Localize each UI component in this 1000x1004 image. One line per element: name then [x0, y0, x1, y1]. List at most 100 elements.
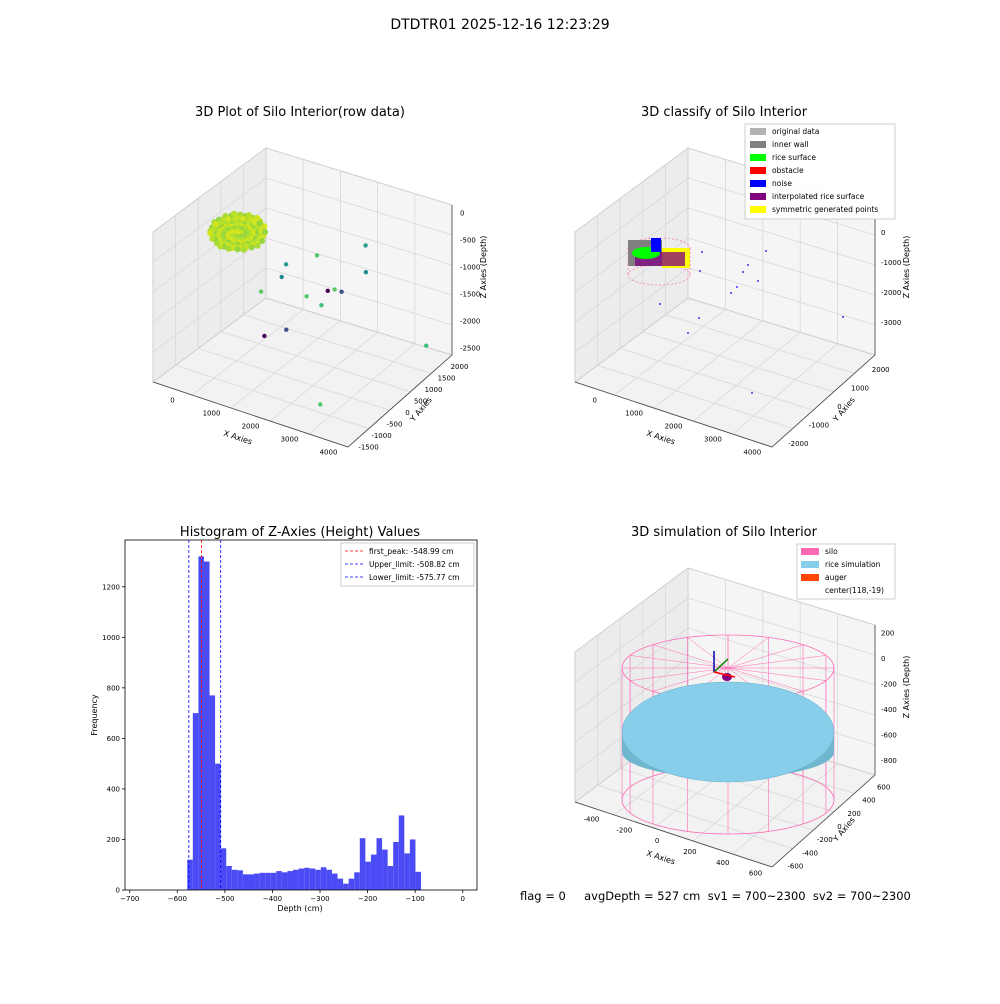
data-point — [225, 216, 232, 223]
data-point — [234, 214, 240, 221]
legend-entry: first_peak: -548.99 cm — [369, 547, 453, 556]
noise-point — [842, 316, 844, 318]
noise-point — [765, 250, 767, 252]
tick-label: 200 — [848, 810, 861, 818]
plot-frame — [124, 539, 478, 891]
noise-point — [701, 251, 703, 253]
tick-label: 0 — [170, 397, 174, 405]
tick-label: -1500 — [358, 443, 378, 451]
tick-label: 2000 — [451, 363, 469, 371]
tick-label: 1500 — [438, 374, 456, 382]
grid-line — [191, 309, 304, 396]
tick-label: 200 — [683, 848, 696, 856]
legend-entry: silo — [825, 547, 838, 556]
noise-points — [651, 238, 661, 252]
silo-wire — [652, 644, 729, 669]
legend-swatch — [750, 206, 766, 213]
data-point — [218, 219, 224, 226]
histogram-bar — [359, 838, 366, 890]
legend-swatch — [750, 180, 766, 187]
legend-swatch — [750, 193, 766, 200]
tick-label: 200 — [107, 836, 120, 844]
legend-entry: auger — [825, 573, 848, 582]
legend-swatch — [750, 167, 766, 174]
legend-entry: center(118,-19) — [825, 586, 884, 595]
histogram-bar — [254, 873, 260, 890]
legend-entry: Lower_limit: -575.77 cm — [369, 573, 459, 582]
legend-entry: obstacle — [772, 166, 804, 175]
tick-label: 800 — [107, 684, 120, 692]
data-point — [207, 230, 214, 237]
data-point — [225, 245, 232, 252]
data-point — [262, 229, 269, 235]
chart-title: 3D Plot of Silo Interior(row data) — [195, 105, 405, 120]
tick-label: 200 — [881, 630, 894, 638]
x-axis-line — [152, 381, 349, 448]
tick-label: -3000 — [881, 319, 901, 327]
histogram-bar — [209, 695, 216, 890]
rice-simulation-surface — [621, 681, 835, 783]
tick-label: -2000 — [881, 289, 901, 297]
tick-label: -400 — [802, 849, 818, 857]
data-point — [259, 238, 266, 244]
histogram-bar — [354, 872, 360, 890]
histogram-bar — [343, 883, 349, 890]
histogram-bar — [309, 868, 316, 890]
data-point — [332, 287, 337, 292]
tick-label: 2000 — [872, 366, 890, 374]
grid-line — [574, 627, 689, 713]
grid-line — [152, 177, 267, 263]
y-arrow — [713, 658, 729, 673]
data-point — [304, 294, 309, 299]
data-point — [246, 212, 253, 219]
tick-label: 1000 — [625, 410, 643, 418]
legend-swatch — [750, 128, 766, 135]
histogram-bar — [192, 713, 199, 890]
tick-label: 0 — [460, 210, 464, 218]
silo-wire — [727, 667, 804, 692]
x-axis-label: Depth (cm) — [277, 904, 322, 913]
tick-label: 0 — [881, 229, 885, 237]
chart-title: 3D classify of Silo Interior — [641, 105, 808, 120]
histogram-bar — [226, 865, 232, 890]
x-axis-line — [574, 381, 773, 448]
tick-label: -1000 — [809, 421, 829, 429]
tick-label: -600 — [881, 732, 897, 740]
tick-label: 4000 — [320, 449, 338, 457]
tick-label: 1200 — [102, 583, 120, 591]
chart-raw-3d: 3D Plot of Silo Interior(row data) 0 1000 2… — [151, 105, 488, 457]
histogram-bar — [315, 869, 321, 890]
data-point — [318, 402, 323, 407]
legend-swatch — [801, 548, 819, 555]
histogram-bar — [293, 869, 299, 890]
histogram-bar — [287, 871, 294, 890]
legend-box — [340, 542, 475, 587]
tick-label: 1000 — [425, 386, 443, 394]
tick-label: 0 — [116, 887, 120, 895]
legend-entry: Upper_limit: -508.82 cm — [369, 560, 460, 569]
data-point — [339, 289, 344, 294]
tick-label: 600 — [107, 735, 120, 743]
tick-label: 0 — [837, 823, 841, 831]
z-axis-label: Z Axies (Depth) — [902, 656, 911, 719]
grid-line — [732, 763, 838, 855]
histogram-bar — [376, 838, 383, 890]
data-point — [262, 333, 267, 339]
data-point — [254, 215, 261, 221]
legend-box — [744, 123, 896, 220]
tick-label: −100 — [406, 895, 425, 903]
grid-line — [614, 309, 726, 396]
figure-title: DTDTR01 2025-12-16 12:23:29 — [390, 17, 610, 33]
histogram-bar — [387, 865, 394, 890]
grid-line — [574, 177, 689, 263]
grid-line — [687, 207, 876, 266]
tick-label: −700 — [120, 895, 139, 903]
grid-line — [692, 331, 801, 422]
legend-entry: symmetric generated points — [772, 205, 878, 214]
noise-point — [747, 264, 749, 266]
tick-label: −500 — [215, 895, 234, 903]
x-axis-label: X Axies — [222, 429, 253, 447]
grid-line — [265, 207, 453, 266]
tick-label: -500 — [460, 237, 476, 245]
